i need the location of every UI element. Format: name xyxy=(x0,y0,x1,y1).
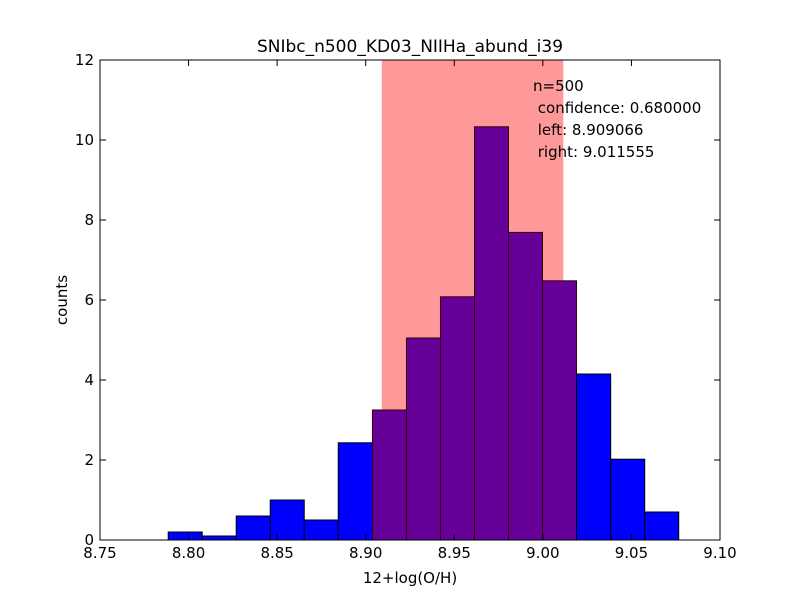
x-tick-label: 8.95 xyxy=(438,544,471,562)
histogram-bar xyxy=(371,409,407,541)
histogram-bar xyxy=(303,519,339,541)
histogram-bar xyxy=(337,442,373,541)
histogram-bar xyxy=(405,337,441,541)
x-tick-label: 8.80 xyxy=(172,544,205,562)
histogram-bars xyxy=(167,126,680,541)
x-axis-ticks: 8.75 8.80 8.85 8.90 8.95 9.00 9.05 9.10 xyxy=(83,60,737,562)
x-tick-label: 8.85 xyxy=(260,544,293,562)
y-axis-ticks: 0 2 4 6 8 10 12 xyxy=(75,51,720,549)
x-tick-label: 8.75 xyxy=(83,544,116,562)
annotation-line: n=500 xyxy=(533,77,584,95)
annotation-line: right: 9.011555 xyxy=(533,143,654,161)
x-axis-label: 12+log(O/H) xyxy=(363,569,457,587)
histogram-bar xyxy=(439,296,475,541)
histogram-bar xyxy=(473,126,509,541)
histogram-bar xyxy=(167,531,203,541)
annotation-line: confidence: 0.680000 xyxy=(533,99,701,117)
x-tick-label: 9.05 xyxy=(615,544,648,562)
y-tick-label: 8 xyxy=(84,211,94,229)
y-tick-label: 10 xyxy=(75,131,94,149)
y-tick-label: 2 xyxy=(84,451,94,469)
histogram-bar xyxy=(507,231,544,541)
annotation-line: left: 8.909066 xyxy=(533,121,643,139)
histogram-bar xyxy=(542,280,578,541)
y-tick-label: 6 xyxy=(84,291,94,309)
histogram-bar xyxy=(201,535,237,541)
histogram-bar xyxy=(610,458,646,541)
histogram-bar xyxy=(644,511,680,541)
y-tick-label: 4 xyxy=(84,371,94,389)
histogram-bar xyxy=(235,515,271,541)
y-axis-label: counts xyxy=(53,275,71,325)
x-tick-label: 9.10 xyxy=(703,544,736,562)
x-tick-label: 8.90 xyxy=(349,544,382,562)
histogram-bar xyxy=(576,373,612,541)
chart-title: SNIbc_n500_KD03_NIIHa_abund_i39 xyxy=(257,37,563,57)
x-tick-label: 9.00 xyxy=(526,544,559,562)
stats-annotation: n=500 confidence: 0.680000 left: 8.90906… xyxy=(533,77,701,161)
y-tick-label: 0 xyxy=(84,531,94,549)
y-tick-label: 12 xyxy=(75,51,94,69)
histogram-bar xyxy=(269,499,305,541)
